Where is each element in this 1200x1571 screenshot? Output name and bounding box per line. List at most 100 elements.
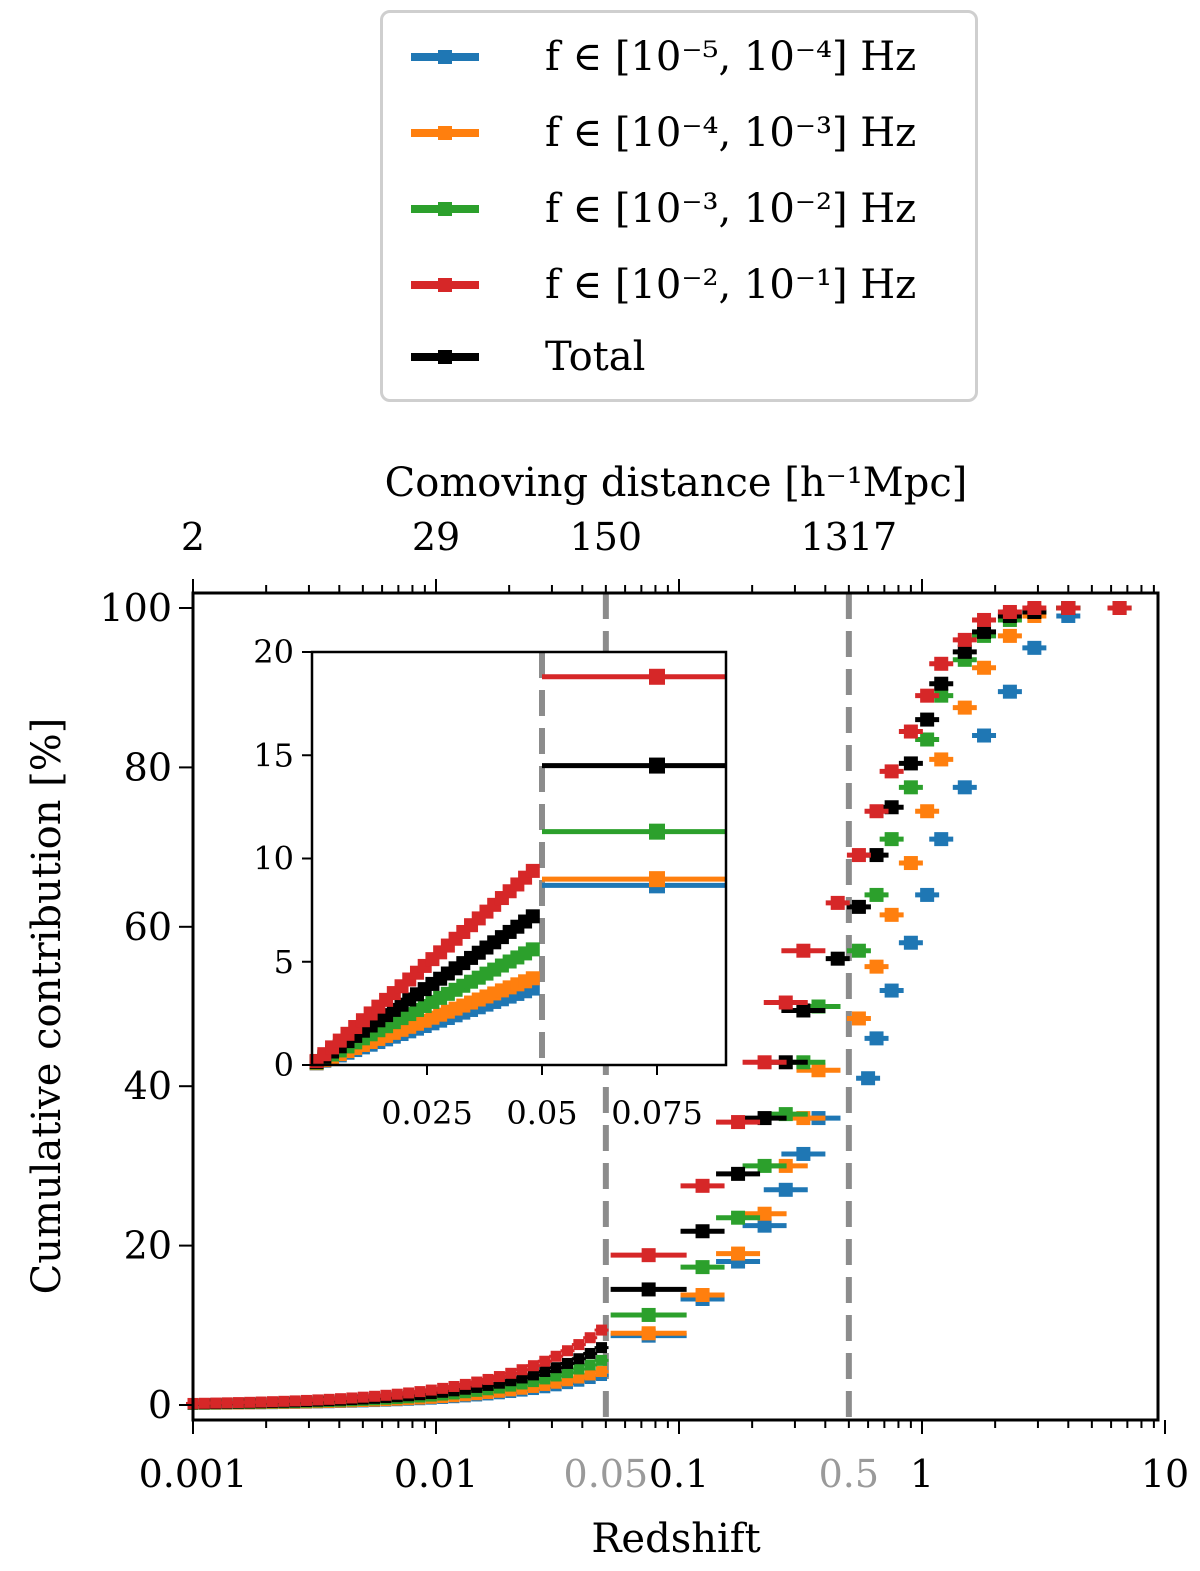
lowz-point — [346, 1392, 358, 1404]
legend-item-2: f ∈ [10⁻⁴, 10⁻³] Hz — [411, 103, 916, 163]
lowz-point — [539, 1373, 551, 1385]
legend-swatch — [411, 278, 479, 292]
data-point — [884, 832, 899, 847]
y-tick-label: 0 — [148, 1383, 172, 1427]
data-point — [920, 732, 935, 747]
data-point — [903, 780, 918, 795]
legend-label: f ∈ [10⁻⁵, 10⁻⁴] Hz — [545, 34, 917, 80]
lowz-point — [505, 1367, 517, 1379]
data-point — [903, 756, 918, 771]
data-point — [869, 1031, 884, 1046]
data-point — [934, 688, 949, 703]
data-point — [920, 804, 935, 819]
lowz-point — [289, 1395, 301, 1407]
inset-data-point — [649, 871, 665, 888]
legend: f ∈ [10⁻⁵, 10⁻⁴] Hz f ∈ [10⁻⁴, 10⁻³] Hz … — [380, 10, 978, 402]
lowz-point — [573, 1353, 585, 1365]
lowz-point — [561, 1357, 573, 1369]
legend-item-5: Total — [411, 327, 645, 387]
legend-item-4: f ∈ [10⁻², 10⁻¹] Hz — [411, 255, 916, 315]
lowz-point — [471, 1376, 483, 1388]
data-point — [934, 676, 949, 691]
lowz-point — [505, 1375, 517, 1387]
y-tick-label: 60 — [124, 905, 172, 949]
data-point — [851, 943, 866, 958]
inset-plot-marks — [309, 652, 726, 1071]
legend-swatch — [411, 202, 479, 216]
data-point — [977, 624, 992, 639]
data-point — [641, 1326, 656, 1341]
data-point — [934, 656, 949, 671]
lowz-point — [380, 1389, 392, 1401]
y-tick-label: 80 — [124, 745, 172, 789]
lowz-point — [584, 1347, 596, 1359]
lowz-point — [482, 1379, 494, 1391]
top-axis-label: Comoving distance [h⁻¹Mpc] — [385, 460, 968, 506]
y-tick-label: 100 — [99, 586, 172, 630]
data-point — [869, 959, 884, 974]
inset-x-tick-label: 0.025 — [381, 1094, 473, 1132]
data-point — [957, 644, 972, 659]
data-point — [796, 1003, 811, 1018]
data-point — [1002, 684, 1017, 699]
data-point — [731, 1210, 746, 1225]
lowz-point — [414, 1386, 426, 1398]
data-point — [920, 688, 935, 703]
data-point — [903, 724, 918, 739]
inset-lowz-point — [525, 863, 540, 878]
data-point — [1002, 604, 1017, 619]
data-point — [957, 632, 972, 647]
lowz-point — [584, 1332, 596, 1344]
x-tick-label: 10 — [1141, 1452, 1189, 1496]
data-point — [1027, 640, 1042, 655]
lowz-point — [561, 1345, 573, 1357]
x-tick-label-highlight: 0.05 — [564, 1452, 649, 1496]
data-point — [731, 1246, 746, 1261]
top-tick-label: 2 — [181, 515, 205, 559]
data-point — [778, 1182, 793, 1197]
x-tick-label: 0.01 — [394, 1452, 479, 1496]
lowz-point — [300, 1394, 312, 1406]
data-point — [934, 832, 949, 847]
lowz-point — [482, 1373, 494, 1385]
inset-lowz-point — [525, 909, 540, 924]
inset-y-tick-label: 0 — [274, 1046, 294, 1084]
data-point — [757, 1218, 772, 1233]
data-point — [731, 1115, 746, 1130]
data-point — [1112, 601, 1127, 615]
lowz-point — [391, 1388, 403, 1400]
top-tick-label: 150 — [570, 515, 643, 559]
lowz-point — [573, 1372, 585, 1384]
inset-ticks: 0.025 0.05 0.075 0 5 10 15 20 — [253, 633, 703, 1132]
data-point — [861, 1071, 876, 1086]
inset: 0.025 0.05 0.075 0 5 10 15 20 — [253, 633, 728, 1132]
data-point — [641, 1282, 656, 1297]
x-axis-label: Redshift — [591, 1516, 760, 1562]
lowz-point — [516, 1372, 528, 1384]
inset-data-point — [649, 757, 665, 774]
lowz-point — [539, 1355, 551, 1367]
data-point — [830, 895, 845, 910]
lowz-point — [596, 1324, 608, 1336]
lowz-point — [527, 1376, 539, 1388]
data-point — [695, 1260, 710, 1275]
legend-label: f ∈ [10⁻⁴, 10⁻³] Hz — [545, 110, 917, 156]
lowz-point — [437, 1382, 449, 1394]
lowz-point — [244, 1396, 256, 1408]
data-point — [869, 887, 884, 902]
lowz-point — [550, 1362, 562, 1374]
data-point — [695, 1288, 710, 1303]
lowz-point — [539, 1379, 551, 1391]
lowz-point — [573, 1339, 585, 1351]
lowz-point — [573, 1363, 585, 1375]
lowz-point — [539, 1365, 551, 1377]
inset-y-tick-label: 10 — [253, 840, 294, 878]
data-point — [811, 1063, 826, 1078]
data-point — [920, 887, 935, 902]
main-plot-marks — [186, 593, 1132, 1420]
lowz-point — [596, 1366, 608, 1378]
lowz-point — [448, 1380, 460, 1392]
data-point — [851, 899, 866, 914]
data-point — [884, 983, 899, 998]
data-point — [903, 935, 918, 950]
